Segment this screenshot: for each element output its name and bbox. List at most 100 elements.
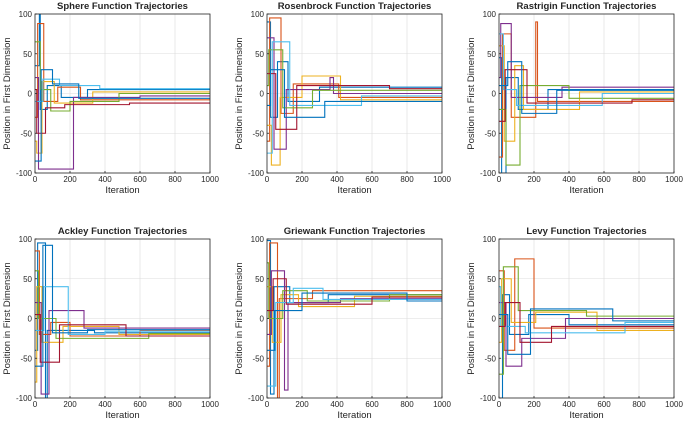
x-tick-label: 400 — [98, 400, 112, 409]
x-tick-label: 600 — [365, 400, 379, 409]
series-line-particle-4 — [499, 302, 674, 367]
series-line-particle-8 — [35, 69, 210, 162]
x-tick-label: 600 — [597, 175, 611, 184]
series-group — [35, 242, 210, 398]
y-tick-label: 100 — [251, 235, 265, 244]
x-tick-label: 0 — [33, 400, 38, 409]
y-tick-label: -50 — [20, 354, 32, 363]
series-group — [267, 240, 442, 398]
y-tick-label: 50 — [487, 50, 496, 59]
y-axis-label: Position in First Dimension — [234, 37, 245, 149]
x-tick-label: 1000 — [433, 175, 451, 184]
y-tick-label: 100 — [19, 235, 33, 244]
y-axis-label: Position in First Dimension — [466, 37, 477, 149]
x-tick-label: 1000 — [665, 175, 683, 184]
x-tick-label: 200 — [527, 175, 541, 184]
series-line-particle-3 — [499, 45, 674, 142]
x-tick-label: 400 — [330, 175, 344, 184]
series-group — [35, 14, 210, 170]
chart-panel-3: 0 200 400 600 800 1000 -100 -50 0 50 100 Rastrigin … — [466, 1, 683, 196]
y-tick-label: 50 — [255, 275, 264, 284]
y-tick-label: 50 — [23, 50, 32, 59]
x-tick-label: 1000 — [201, 175, 219, 184]
y-tick-label: 100 — [251, 10, 265, 19]
series-line-particle-3 — [499, 278, 674, 343]
y-axis-label: Position in First Dimension — [466, 262, 477, 374]
series-line-particle-5 — [267, 49, 442, 109]
series-line-particle-8 — [35, 244, 210, 367]
series-line-particle-2 — [499, 258, 674, 351]
x-tick-label: 200 — [295, 400, 309, 409]
x-tick-label: 800 — [400, 400, 414, 409]
y-tick-label: 50 — [23, 275, 32, 284]
series-group — [499, 258, 674, 398]
chart-panel-5: 0 200 400 600 800 1000 -100 -50 0 50 100 Griewank F… — [234, 226, 451, 421]
chart-title: Ackley Function Trajectories — [58, 226, 187, 237]
y-tick-label: -100 — [480, 169, 497, 178]
x-tick-label: 200 — [527, 400, 541, 409]
y-tick-label: 50 — [255, 50, 264, 59]
x-tick-label: 800 — [632, 175, 646, 184]
x-tick-label: 0 — [265, 175, 270, 184]
series-line-particle-8 — [499, 61, 674, 114]
x-axis-label: Iteration — [337, 410, 371, 421]
series-line-particle-5 — [35, 41, 210, 112]
y-tick-label: 0 — [28, 315, 33, 324]
x-tick-label: 800 — [168, 175, 182, 184]
x-tick-label: 0 — [33, 175, 38, 184]
x-tick-label: 0 — [265, 400, 270, 409]
series-line-particle-8 — [267, 292, 442, 351]
y-tick-label: -50 — [20, 129, 32, 138]
series-line-particle-6 — [499, 33, 674, 106]
series-line-particle-8 — [267, 69, 442, 118]
y-tick-label: 100 — [483, 10, 497, 19]
y-axis-label: Position in First Dimension — [2, 37, 13, 149]
series-line-particle-6 — [267, 41, 442, 154]
y-tick-label: -50 — [252, 354, 264, 363]
series-line-particle-2 — [499, 21, 674, 158]
series-line-particle-7 — [35, 313, 210, 363]
series-line-particle-1 — [35, 242, 210, 398]
chart-panel-1: 0 200 400 600 800 1000 -100 -50 0 50 100 Sphere Fun… — [2, 1, 219, 196]
y-axis-label: Position in First Dimension — [2, 262, 13, 374]
y-tick-label: -50 — [252, 129, 264, 138]
x-tick-label: 200 — [63, 175, 77, 184]
x-tick-label: 400 — [562, 175, 576, 184]
x-tick-label: 1000 — [665, 400, 683, 409]
x-tick-label: 600 — [597, 400, 611, 409]
series-group — [499, 21, 674, 173]
x-tick-label: 0 — [497, 400, 502, 409]
series-line-particle-7 — [499, 69, 674, 122]
chart-panel-6: 0 200 400 600 800 1000 -100 -50 0 50 100 Levy Funct… — [466, 226, 683, 421]
x-tick-label: 200 — [63, 400, 77, 409]
y-tick-label: -100 — [16, 394, 33, 403]
chart-title: Sphere Function Trajectories — [57, 1, 188, 12]
x-tick-label: 0 — [497, 175, 502, 184]
y-tick-label: 0 — [492, 90, 497, 99]
chart-title: Griewank Function Trajectories — [284, 226, 425, 237]
series-line-particle-3 — [35, 286, 210, 383]
series-line-particle-6 — [267, 287, 442, 387]
series-line-particle-1 — [35, 14, 210, 110]
series-line-particle-2 — [267, 242, 442, 398]
series-line-particle-7 — [267, 278, 442, 312]
y-tick-label: -100 — [16, 169, 33, 178]
chart-panel-4: 0 200 400 600 800 1000 -100 -50 0 50 100 Ackley Fun… — [2, 226, 219, 421]
x-tick-label: 1000 — [433, 400, 451, 409]
series-line-particle-6 — [35, 286, 210, 335]
series-group — [267, 17, 442, 166]
chart-title: Rastrigin Function Trajectories — [517, 1, 657, 12]
y-tick-label: -50 — [484, 354, 496, 363]
y-tick-label: -100 — [248, 394, 265, 403]
series-line-particle-1 — [267, 240, 442, 395]
x-tick-label: 600 — [133, 175, 147, 184]
x-tick-label: 600 — [365, 175, 379, 184]
series-line-particle-5 — [267, 262, 442, 320]
series-line-particle-1 — [499, 57, 674, 173]
x-tick-label: 1000 — [201, 400, 219, 409]
x-tick-label: 400 — [562, 400, 576, 409]
y-tick-label: 0 — [28, 90, 33, 99]
series-line-particle-8 — [499, 308, 674, 355]
x-axis-label: Iteration — [105, 410, 139, 421]
